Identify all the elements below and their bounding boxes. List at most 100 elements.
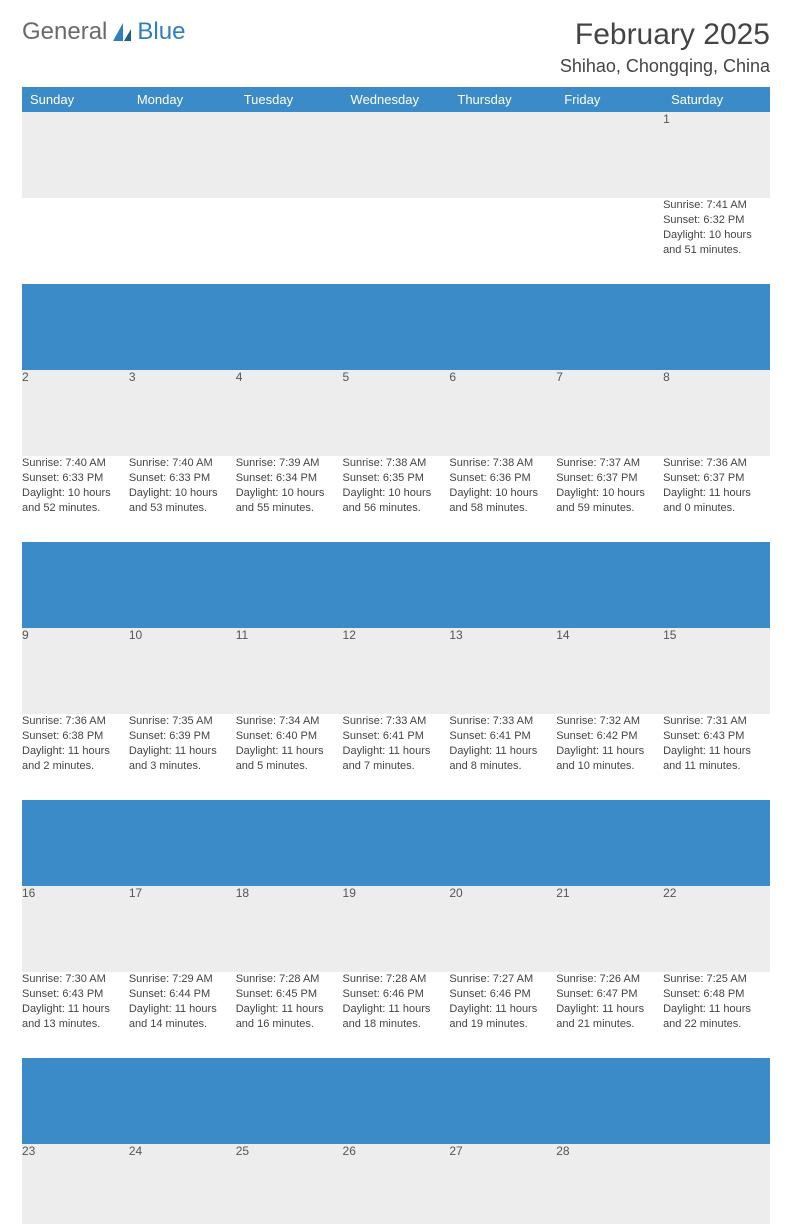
week-divider <box>22 284 770 370</box>
sunset-text: Sunset: 6:33 PM <box>22 471 129 486</box>
sunrise-text: Sunrise: 7:39 AM <box>236 456 343 471</box>
day-number: 16 <box>22 886 129 972</box>
daylight-text: Daylight: 11 hours and 18 minutes. <box>343 1002 450 1032</box>
daylight-text: Daylight: 11 hours and 3 minutes. <box>129 744 236 774</box>
sunrise-text: Sunrise: 7:26 AM <box>556 972 663 987</box>
week-daynum-row: 1 <box>22 112 770 198</box>
day-cell: Sunrise: 7:25 AMSunset: 6:48 PMDaylight:… <box>663 972 770 1058</box>
week-daynum-row: 9101112131415 <box>22 628 770 714</box>
sunrise-text: Sunrise: 7:28 AM <box>343 972 450 987</box>
day-number: 21 <box>556 886 663 972</box>
day-cell: Sunrise: 7:35 AMSunset: 6:39 PMDaylight:… <box>129 714 236 800</box>
day-number: 13 <box>449 628 556 714</box>
day-number: 7 <box>556 370 663 456</box>
day-cell: Sunrise: 7:28 AMSunset: 6:45 PMDaylight:… <box>236 972 343 1058</box>
day-number: 12 <box>343 628 450 714</box>
day-cell: Sunrise: 7:29 AMSunset: 6:44 PMDaylight:… <box>129 972 236 1058</box>
daylight-text: Daylight: 10 hours and 56 minutes. <box>343 486 450 516</box>
day-number: 1 <box>663 112 770 198</box>
day-number: 14 <box>556 628 663 714</box>
day-cell <box>129 198 236 284</box>
week-divider <box>22 1058 770 1144</box>
brand-word-2: Blue <box>137 18 185 46</box>
day-number: 11 <box>236 628 343 714</box>
sunset-text: Sunset: 6:40 PM <box>236 729 343 744</box>
week-body-row: Sunrise: 7:36 AMSunset: 6:38 PMDaylight:… <box>22 714 770 800</box>
week-daynum-row: 232425262728 <box>22 1144 770 1224</box>
sunrise-text: Sunrise: 7:37 AM <box>556 456 663 471</box>
divider-cell <box>22 1058 770 1144</box>
sunrise-text: Sunrise: 7:30 AM <box>22 972 129 987</box>
sunrise-text: Sunrise: 7:38 AM <box>449 456 556 471</box>
sunset-text: Sunset: 6:41 PM <box>343 729 450 744</box>
sunset-text: Sunset: 6:46 PM <box>449 987 556 1002</box>
day-cell: Sunrise: 7:33 AMSunset: 6:41 PMDaylight:… <box>343 714 450 800</box>
day-number: 10 <box>129 628 236 714</box>
day-cell: Sunrise: 7:40 AMSunset: 6:33 PMDaylight:… <box>129 456 236 542</box>
day-cell: Sunrise: 7:31 AMSunset: 6:43 PMDaylight:… <box>663 714 770 800</box>
day-number: 20 <box>449 886 556 972</box>
week-body-row: Sunrise: 7:41 AMSunset: 6:32 PMDaylight:… <box>22 198 770 284</box>
day-cell: Sunrise: 7:39 AMSunset: 6:34 PMDaylight:… <box>236 456 343 542</box>
day-number: 18 <box>236 886 343 972</box>
day-cell: Sunrise: 7:36 AMSunset: 6:37 PMDaylight:… <box>663 456 770 542</box>
daylight-text: Daylight: 11 hours and 13 minutes. <box>22 1002 129 1032</box>
sunset-text: Sunset: 6:36 PM <box>449 471 556 486</box>
day-number: 24 <box>129 1144 236 1224</box>
day-cell: Sunrise: 7:38 AMSunset: 6:36 PMDaylight:… <box>449 456 556 542</box>
sunset-text: Sunset: 6:45 PM <box>236 987 343 1002</box>
day-number: 3 <box>129 370 236 456</box>
day-cell: Sunrise: 7:28 AMSunset: 6:46 PMDaylight:… <box>343 972 450 1058</box>
brand-logo: General Blue <box>22 18 185 46</box>
calendar-body: 1Sunrise: 7:41 AMSunset: 6:32 PMDaylight… <box>22 112 770 1224</box>
daylight-text: Daylight: 11 hours and 7 minutes. <box>343 744 450 774</box>
day-cell: Sunrise: 7:33 AMSunset: 6:41 PMDaylight:… <box>449 714 556 800</box>
daylight-text: Daylight: 11 hours and 10 minutes. <box>556 744 663 774</box>
col-saturday: Saturday <box>663 87 770 112</box>
day-cell <box>343 198 450 284</box>
sunrise-text: Sunrise: 7:40 AM <box>22 456 129 471</box>
day-cell: Sunrise: 7:27 AMSunset: 6:46 PMDaylight:… <box>449 972 556 1058</box>
sunrise-text: Sunrise: 7:34 AM <box>236 714 343 729</box>
sunrise-text: Sunrise: 7:41 AM <box>663 198 770 213</box>
header-area: General Blue February 2025 Shihao, Chong… <box>22 18 770 77</box>
day-number: 28 <box>556 1144 663 1224</box>
sunrise-text: Sunrise: 7:35 AM <box>129 714 236 729</box>
week-body-row: Sunrise: 7:40 AMSunset: 6:33 PMDaylight:… <box>22 456 770 542</box>
sunset-text: Sunset: 6:35 PM <box>343 471 450 486</box>
week-daynum-row: 2345678 <box>22 370 770 456</box>
day-number: 19 <box>343 886 450 972</box>
daylight-text: Daylight: 11 hours and 19 minutes. <box>449 1002 556 1032</box>
sunset-text: Sunset: 6:44 PM <box>129 987 236 1002</box>
sunrise-text: Sunrise: 7:28 AM <box>236 972 343 987</box>
sunset-text: Sunset: 6:34 PM <box>236 471 343 486</box>
sunrise-text: Sunrise: 7:40 AM <box>129 456 236 471</box>
day-number <box>129 112 236 198</box>
sunset-text: Sunset: 6:39 PM <box>129 729 236 744</box>
daylight-text: Daylight: 10 hours and 52 minutes. <box>22 486 129 516</box>
sunset-text: Sunset: 6:43 PM <box>663 729 770 744</box>
day-cell: Sunrise: 7:32 AMSunset: 6:42 PMDaylight:… <box>556 714 663 800</box>
sunrise-text: Sunrise: 7:32 AM <box>556 714 663 729</box>
sunset-text: Sunset: 6:42 PM <box>556 729 663 744</box>
sunrise-text: Sunrise: 7:31 AM <box>663 714 770 729</box>
daylight-text: Daylight: 11 hours and 2 minutes. <box>22 744 129 774</box>
daylight-text: Daylight: 10 hours and 55 minutes. <box>236 486 343 516</box>
brand-word-1: General <box>22 18 107 46</box>
day-cell <box>22 198 129 284</box>
sunset-text: Sunset: 6:43 PM <box>22 987 129 1002</box>
day-number <box>663 1144 770 1224</box>
day-number: 26 <box>343 1144 450 1224</box>
day-cell: Sunrise: 7:37 AMSunset: 6:37 PMDaylight:… <box>556 456 663 542</box>
col-sunday: Sunday <box>22 87 129 112</box>
week-divider <box>22 800 770 886</box>
daylight-text: Daylight: 10 hours and 53 minutes. <box>129 486 236 516</box>
day-number: 4 <box>236 370 343 456</box>
day-number <box>556 112 663 198</box>
day-number: 23 <box>22 1144 129 1224</box>
weekday-header-row: Sunday Monday Tuesday Wednesday Thursday… <box>22 87 770 112</box>
week-daynum-row: 16171819202122 <box>22 886 770 972</box>
daylight-text: Daylight: 11 hours and 0 minutes. <box>663 486 770 516</box>
day-cell: Sunrise: 7:30 AMSunset: 6:43 PMDaylight:… <box>22 972 129 1058</box>
sunrise-text: Sunrise: 7:36 AM <box>663 456 770 471</box>
